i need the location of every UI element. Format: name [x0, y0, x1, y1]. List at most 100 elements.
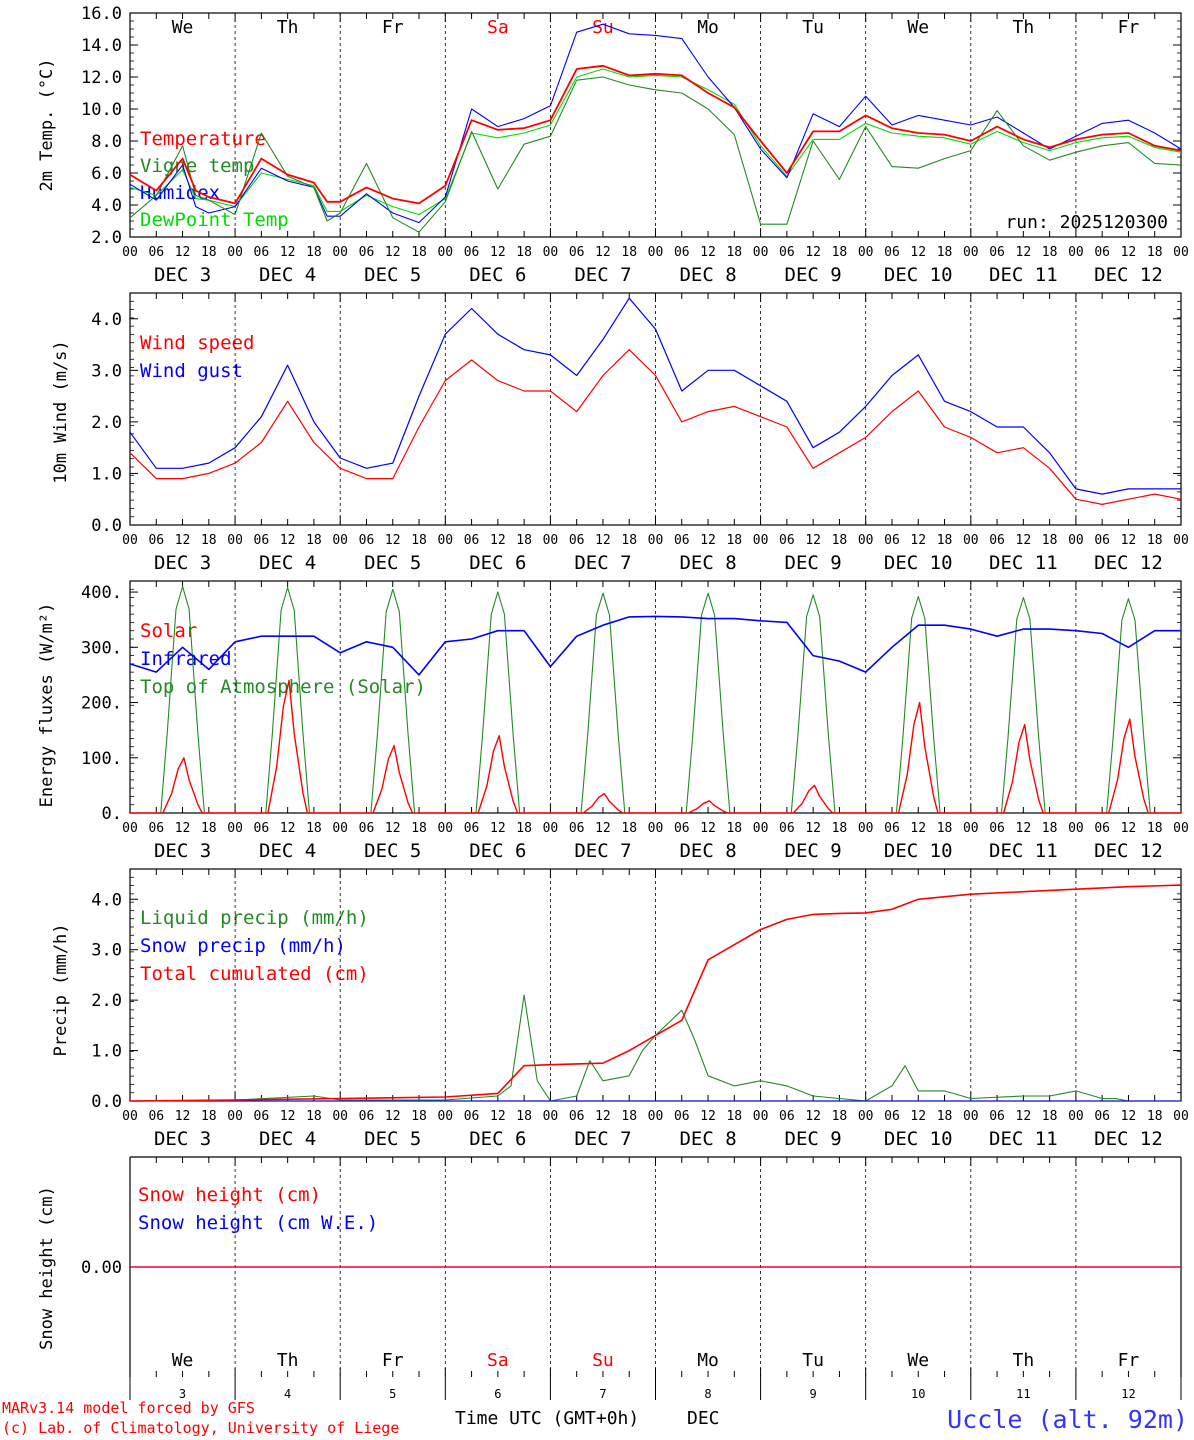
y-tick-label: 1.0 [91, 1042, 122, 1062]
x-hour-label: 18 [621, 533, 637, 548]
x-date-label: DEC 10 [884, 840, 953, 862]
x-date-label: DEC 12 [1094, 1128, 1163, 1150]
day-name: Fr [1118, 1350, 1140, 1371]
x-hour-label: 18 [306, 245, 322, 260]
x-hour-label: 06 [674, 821, 690, 836]
x-hour-label: 18 [726, 1109, 742, 1124]
legend-vigne-temp: Vigne temp [140, 155, 254, 177]
x-date-label: DEC 7 [574, 264, 631, 286]
x-hour-label: 00 [753, 1109, 769, 1124]
x-hour-label: 18 [937, 1109, 953, 1124]
x-hour-label: 00 [648, 1109, 664, 1124]
x-hour-label: 12 [1121, 533, 1137, 548]
x-hour-label: 00 [1173, 533, 1189, 548]
x-hour-label: 06 [779, 245, 795, 260]
series-liquid-precip-mm-h [129, 994, 1181, 1102]
x-hour-label: 12 [490, 533, 506, 548]
x-hour-label: 12 [595, 1109, 611, 1124]
x-hour-label: 12 [280, 821, 296, 836]
x-hour-label: 00 [437, 533, 453, 548]
x-date-label: DEC 8 [679, 840, 736, 862]
x-hour-label: 06 [464, 821, 480, 836]
legend-dewpoint: DewPoint Temp [140, 209, 289, 231]
x-hour-label: 18 [726, 245, 742, 260]
panel-snow-height: Snow height (cm) Snow height (cm) Snow h… [37, 1156, 1182, 1401]
y-tick-label: 300. [81, 638, 122, 658]
x-hour-label: 18 [411, 1109, 427, 1124]
series-vigne-temp [129, 76, 1182, 233]
x-date-label: DEC 6 [469, 840, 526, 862]
x-hour-label: 00 [227, 245, 243, 260]
day-number: 4 [284, 1387, 291, 1401]
y-tick-label: 2.0 [91, 228, 122, 248]
x-hour-label: 06 [464, 1109, 480, 1124]
y-tick-label: 3.0 [91, 941, 122, 961]
x-hour-label: 12 [490, 245, 506, 260]
x-hour-label: 00 [122, 533, 138, 548]
x-date-label: DEC 3 [154, 264, 211, 286]
x-hour-label: 18 [937, 245, 953, 260]
x-hour-label: 12 [490, 821, 506, 836]
day-name: Mo [697, 1350, 719, 1371]
y-tick-label: 0.0 [91, 516, 122, 536]
x-hour-label: 06 [569, 821, 585, 836]
x-date-label: DEC 12 [1094, 840, 1163, 862]
x-hour-label: 12 [280, 533, 296, 548]
x-hour-label: 00 [543, 533, 559, 548]
x-hour-label: 00 [543, 245, 559, 260]
ylabel-precip: Precip (mm/h) [51, 923, 71, 1056]
x-hour-label: 12 [910, 533, 926, 548]
x-hour-label: 18 [621, 1109, 637, 1124]
day-name: Sa [487, 17, 509, 38]
x-hour-label: 00 [1173, 245, 1189, 260]
day-name: Th [277, 17, 299, 38]
legend-temperature: Temperature [140, 128, 266, 150]
x-hour-label: 00 [437, 1109, 453, 1124]
legend-snow-precip: Snow precip (mm/h) [140, 935, 346, 957]
x-date-label: DEC 3 [154, 552, 211, 574]
ylabel-temperature: 2m Temp. (°C) [37, 58, 57, 191]
x-hour-label: 18 [621, 821, 637, 836]
x-hour-label: 12 [175, 533, 191, 548]
x-axis-label: Time UTC (GMT+0h) [455, 1408, 639, 1429]
x-hour-label: 00 [1068, 821, 1084, 836]
day-name: Su [592, 1350, 614, 1371]
x-hour-label: 18 [516, 821, 532, 836]
x-hour-label: 12 [1121, 245, 1137, 260]
x-hour-label: 12 [805, 533, 821, 548]
x-hour-label: 06 [464, 245, 480, 260]
x-hour-label: 00 [858, 533, 874, 548]
x-hour-label: 12 [175, 821, 191, 836]
x-hour-label: 18 [201, 821, 217, 836]
x-hour-label: 12 [385, 245, 401, 260]
x-date-label: DEC 9 [785, 264, 842, 286]
y-tick-label: 16.0 [81, 4, 122, 24]
x-hour-label: 12 [490, 1109, 506, 1124]
x-hour-label: 18 [1147, 821, 1163, 836]
day-number: 10 [911, 1387, 925, 1401]
series-solar [130, 679, 1181, 814]
x-date-label: DEC 10 [884, 552, 953, 574]
x-hour-label: 12 [595, 533, 611, 548]
legend-total-cumulated: Total cumulated (cm) [140, 963, 369, 985]
x-hour-label: 18 [1147, 245, 1163, 260]
x-hour-label: 00 [858, 821, 874, 836]
day-name: Sa [487, 1350, 509, 1371]
x-hour-label: 12 [1016, 533, 1032, 548]
x-hour-label: 00 [1068, 1109, 1084, 1124]
ylabel-energy-fluxes: Energy fluxes (W/m²) [37, 603, 57, 808]
x-date-label: DEC 9 [785, 1128, 842, 1150]
x-hour-label: 00 [1068, 533, 1084, 548]
x-hour-label: 18 [1042, 1109, 1058, 1124]
panel-precipitation: Precip (mm/h) Liquid precip (mm/h) Snow … [51, 868, 1189, 1150]
x-date-label: DEC 11 [989, 264, 1058, 286]
day-name: Th [1013, 1350, 1035, 1371]
series-humidex [129, 23, 1182, 224]
x-hour-label: 12 [700, 245, 716, 260]
x-hour-label: 00 [543, 1109, 559, 1124]
y-tick-label: 14.0 [81, 36, 122, 56]
y-tick-label: 100. [81, 749, 122, 769]
y-tick-label: 2.0 [91, 991, 122, 1011]
day-number: 3 [179, 1387, 186, 1401]
